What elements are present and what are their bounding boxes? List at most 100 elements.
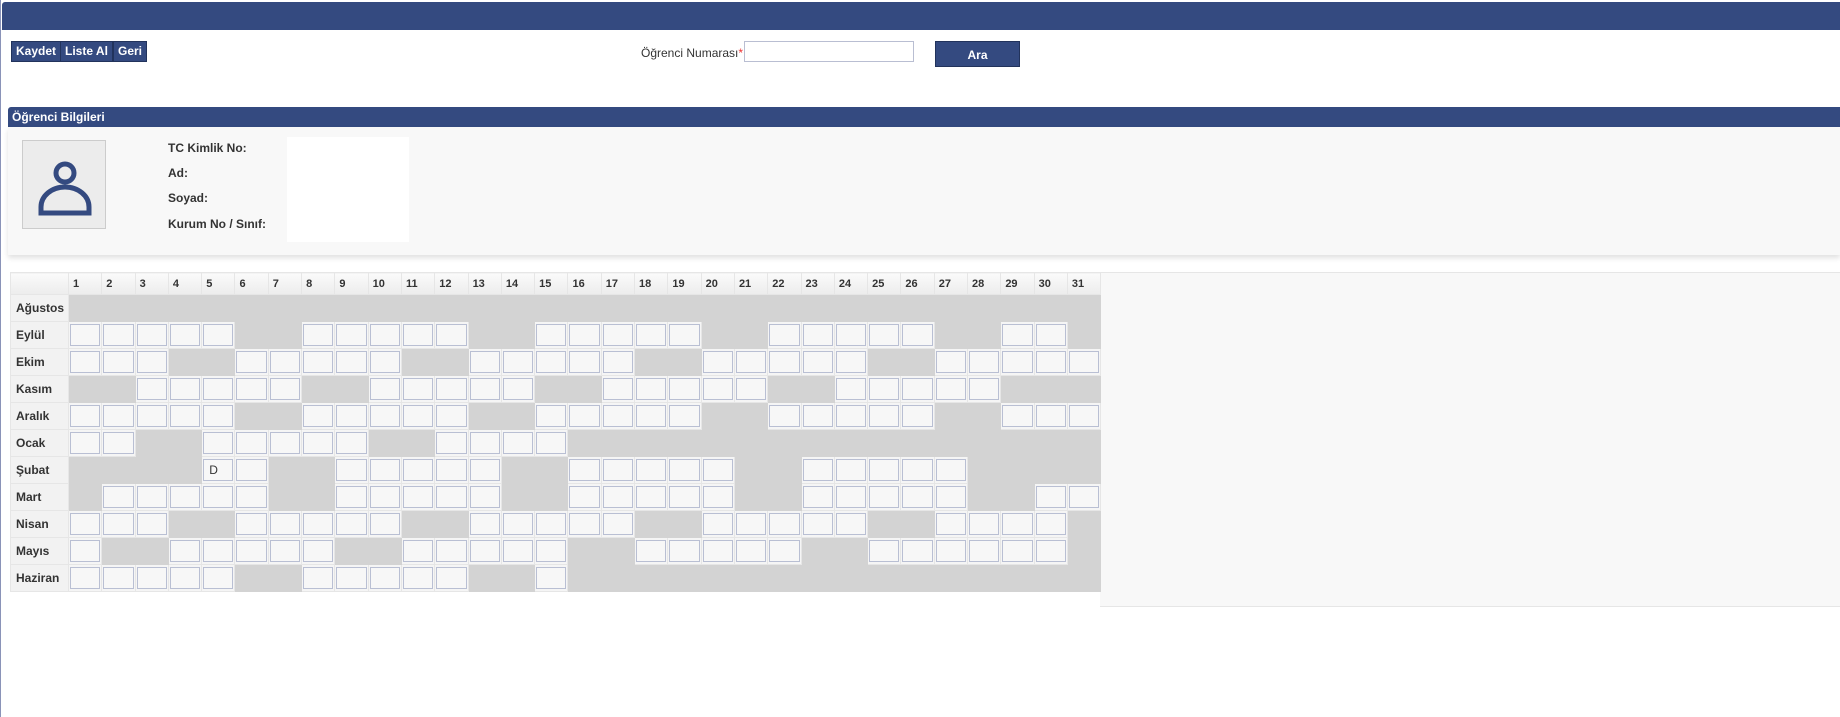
day-input[interactable] — [203, 432, 234, 454]
day-input[interactable] — [935, 513, 967, 535]
day-input[interactable] — [802, 324, 833, 346]
day-input[interactable] — [935, 351, 967, 373]
day-input[interactable] — [869, 378, 900, 400]
day-input[interactable] — [203, 324, 234, 346]
day-input[interactable] — [835, 459, 867, 481]
day-input[interactable] — [536, 513, 567, 535]
day-input[interactable] — [369, 567, 400, 589]
day-input[interactable] — [769, 405, 800, 427]
day-input[interactable] — [236, 432, 267, 454]
day-input[interactable] — [369, 378, 400, 400]
day-input[interactable] — [735, 351, 767, 373]
day-input[interactable] — [469, 513, 500, 535]
day-input[interactable] — [103, 486, 134, 508]
day-input[interactable] — [769, 513, 800, 535]
day-input[interactable] — [669, 540, 700, 562]
list-button[interactable]: Liste Al — [60, 41, 113, 62]
day-input[interactable] — [869, 540, 900, 562]
day-input[interactable] — [336, 432, 367, 454]
day-input[interactable] — [735, 513, 767, 535]
day-input[interactable] — [169, 378, 201, 400]
day-input[interactable] — [1068, 486, 1100, 508]
day-input[interactable] — [902, 540, 933, 562]
day-input[interactable] — [402, 378, 434, 400]
day-input[interactable] — [702, 378, 733, 400]
day-input[interactable] — [502, 432, 534, 454]
day-input[interactable] — [402, 405, 434, 427]
day-input[interactable] — [103, 432, 134, 454]
day-input[interactable] — [735, 378, 767, 400]
day-input[interactable] — [536, 324, 567, 346]
day-input[interactable] — [70, 513, 101, 535]
day-input[interactable] — [436, 432, 467, 454]
day-input[interactable] — [70, 324, 101, 346]
day-input[interactable] — [669, 459, 700, 481]
day-input[interactable] — [136, 513, 167, 535]
day-input[interactable] — [569, 324, 600, 346]
day-input[interactable] — [702, 459, 733, 481]
day-input[interactable]: D — [203, 459, 234, 481]
day-input[interactable] — [536, 351, 567, 373]
search-button[interactable]: Ara — [935, 41, 1020, 67]
day-input[interactable] — [1002, 513, 1033, 535]
day-input[interactable] — [103, 567, 134, 589]
day-input[interactable] — [336, 513, 367, 535]
day-input[interactable] — [436, 486, 467, 508]
day-input[interactable] — [303, 513, 334, 535]
day-input[interactable] — [1002, 405, 1033, 427]
day-input[interactable] — [636, 540, 667, 562]
day-input[interactable] — [502, 351, 534, 373]
day-input[interactable] — [469, 540, 500, 562]
day-input[interactable] — [369, 351, 400, 373]
day-input[interactable] — [935, 540, 967, 562]
day-input[interactable] — [436, 567, 467, 589]
day-input[interactable] — [1035, 513, 1066, 535]
day-input[interactable] — [369, 405, 400, 427]
day-input[interactable] — [469, 486, 500, 508]
day-input[interactable] — [1035, 405, 1066, 427]
day-input[interactable] — [502, 378, 534, 400]
day-input[interactable] — [869, 486, 900, 508]
day-input[interactable] — [902, 459, 933, 481]
day-input[interactable] — [203, 486, 234, 508]
day-input[interactable] — [569, 513, 600, 535]
day-input[interactable] — [636, 405, 667, 427]
day-input[interactable] — [336, 351, 367, 373]
day-input[interactable] — [236, 540, 267, 562]
day-input[interactable] — [1035, 351, 1066, 373]
day-input[interactable] — [303, 432, 334, 454]
day-input[interactable] — [103, 351, 134, 373]
day-input[interactable] — [402, 324, 434, 346]
day-input[interactable] — [336, 459, 367, 481]
day-input[interactable] — [869, 459, 900, 481]
day-input[interactable] — [136, 405, 167, 427]
day-input[interactable] — [602, 351, 634, 373]
day-input[interactable] — [935, 378, 967, 400]
day-input[interactable] — [136, 486, 167, 508]
day-input[interactable] — [602, 459, 634, 481]
day-input[interactable] — [602, 513, 634, 535]
day-input[interactable] — [436, 378, 467, 400]
day-input[interactable] — [602, 378, 634, 400]
day-input[interactable] — [669, 324, 700, 346]
day-input[interactable] — [1035, 486, 1066, 508]
day-input[interactable] — [569, 405, 600, 427]
day-input[interactable] — [569, 351, 600, 373]
day-input[interactable] — [702, 513, 733, 535]
day-input[interactable] — [70, 351, 101, 373]
day-input[interactable] — [169, 486, 201, 508]
day-input[interactable] — [636, 378, 667, 400]
day-input[interactable] — [602, 324, 634, 346]
day-input[interactable] — [269, 351, 301, 373]
day-input[interactable] — [336, 405, 367, 427]
day-input[interactable] — [802, 513, 833, 535]
day-input[interactable] — [269, 540, 301, 562]
day-input[interactable] — [469, 351, 500, 373]
day-input[interactable] — [369, 486, 400, 508]
day-input[interactable] — [902, 405, 933, 427]
day-input[interactable] — [969, 540, 1000, 562]
day-input[interactable] — [1035, 324, 1066, 346]
day-input[interactable] — [1068, 351, 1100, 373]
day-input[interactable] — [902, 486, 933, 508]
day-input[interactable] — [402, 486, 434, 508]
